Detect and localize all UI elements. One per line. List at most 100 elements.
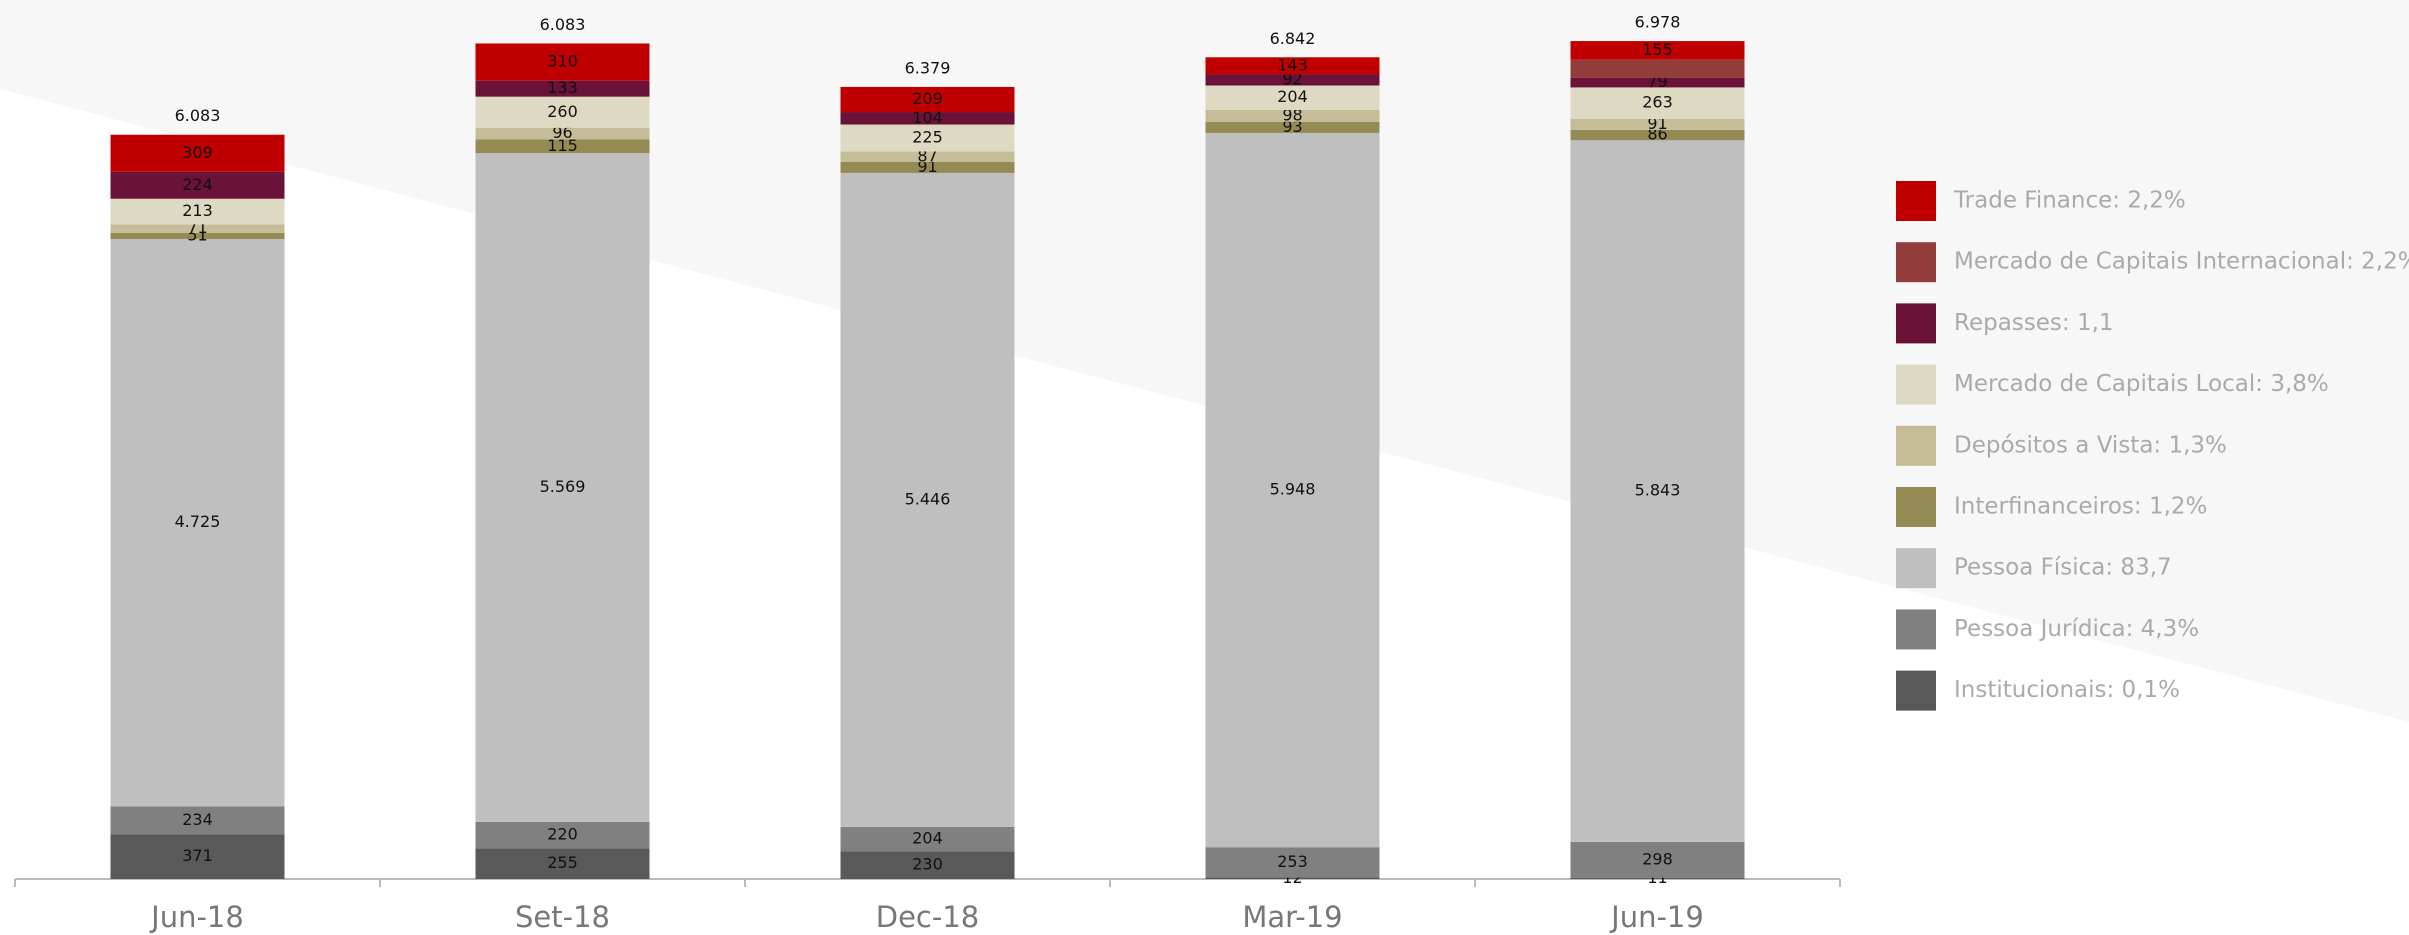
data-label: 155 [1642, 40, 1673, 59]
data-label: 225 [912, 128, 943, 147]
bar-segment [1570, 119, 1745, 130]
bar-segment [1570, 129, 1745, 141]
bar-segment [475, 153, 650, 822]
bar-segment [475, 821, 650, 849]
legend-label: Pessoa Física: 83,7 [1954, 555, 2172, 581]
bar-segment [840, 826, 1015, 852]
legend-label: Mercado de Capitais Local: 3,8% [1954, 371, 2329, 397]
bar-segment [475, 80, 650, 97]
data-label: 5.446 [905, 489, 951, 508]
bar-segment [840, 161, 1015, 173]
data-label: 263 [1642, 93, 1673, 112]
bar-segment [475, 848, 650, 879]
bar-segment [475, 96, 650, 128]
data-label: 224 [182, 175, 213, 194]
x-tick-label: Set-18 [515, 900, 610, 934]
data-label: 371 [182, 846, 213, 865]
data-label: 298 [1642, 849, 1673, 868]
bar-segment [475, 43, 650, 81]
data-label: 133 [547, 78, 578, 97]
total-label: 6.978 [1635, 13, 1681, 32]
data-label: 4.725 [175, 512, 221, 531]
data-label: 96 [552, 123, 572, 142]
bar-segment [110, 232, 285, 239]
bar-segment [1205, 74, 1380, 86]
bar-segment [110, 806, 285, 835]
bar-segment [110, 834, 285, 879]
bar-segment [110, 198, 285, 225]
data-label: 104 [912, 108, 943, 127]
legend-swatch [1896, 242, 1936, 283]
bar-segment [840, 86, 1015, 113]
data-label: 115 [547, 136, 578, 155]
legend-label: Interfinanceiros: 1,2% [1954, 494, 2207, 520]
bar-segment [110, 171, 285, 199]
bar-segment [1570, 841, 1745, 878]
legend-label: Depósitos a Vista: 1,3% [1954, 432, 2227, 458]
data-label: 230 [912, 855, 943, 874]
data-label: 309 [182, 143, 213, 162]
data-label: 253 [1277, 852, 1308, 871]
bar-segment [475, 139, 650, 154]
bar-segment [110, 224, 285, 233]
bar-segment [1570, 41, 1745, 60]
bar-segment [840, 851, 1015, 879]
bar-segment [110, 238, 285, 807]
x-tick-label: Mar-19 [1242, 900, 1342, 934]
bar-segment [1205, 877, 1380, 879]
bar-segment [1570, 59, 1745, 78]
legend-swatch [1896, 425, 1936, 466]
data-label: 310 [547, 52, 578, 71]
bar-segment [1205, 121, 1380, 133]
legend-label: Mercado de Capitais Internacional: 2,2% [1954, 249, 2409, 275]
bar-segment [1570, 87, 1745, 120]
legend-swatch [1896, 548, 1936, 589]
legend-swatch [1896, 181, 1936, 221]
bar-segment [110, 134, 285, 172]
bar-segment [1570, 77, 1745, 88]
total-label: 6.083 [175, 106, 221, 125]
x-tick-label: Jun-18 [149, 900, 244, 934]
data-label: 204 [1277, 87, 1308, 106]
legend-swatch [1896, 364, 1936, 405]
bar-segment [840, 124, 1015, 152]
bar-segment [1205, 109, 1380, 122]
x-tick-label: Jun-19 [1609, 900, 1704, 934]
total-label: 6.379 [905, 58, 951, 77]
background-shape [0, 0, 2409, 722]
bar-segment [1570, 140, 1745, 842]
data-label: 5.569 [540, 477, 586, 496]
total-label: 6.842 [1270, 29, 1316, 48]
total-label: 6.083 [540, 15, 586, 34]
bar-segment [1570, 877, 1745, 879]
legend-swatch [1896, 609, 1936, 650]
x-tick-label: Dec-18 [876, 900, 979, 934]
data-label: 5.843 [1635, 481, 1681, 500]
data-label: 220 [547, 825, 578, 844]
data-label: 204 [912, 829, 943, 848]
bar-segment [840, 172, 1015, 827]
bar-segment [1205, 85, 1380, 110]
bar-segment [840, 151, 1015, 162]
bar-segment [840, 112, 1015, 125]
legend-swatch [1896, 487, 1936, 527]
data-label: 143 [1277, 55, 1308, 74]
data-label: 213 [182, 201, 213, 220]
legend-label: Repasses: 1,1 [1954, 310, 2114, 336]
legend-label: Trade Finance: 2,2% [1953, 188, 2186, 214]
bar-segment [1205, 132, 1380, 848]
legend-swatch [1896, 303, 1936, 344]
bar-segment [1205, 847, 1380, 878]
data-label: 260 [547, 102, 578, 121]
data-label: 98 [1282, 105, 1302, 124]
data-label: 5.948 [1270, 480, 1316, 499]
bar-segment [475, 127, 650, 140]
bar-segment [1205, 57, 1380, 75]
data-label: 209 [912, 89, 943, 108]
data-label: 255 [547, 853, 578, 872]
legend-label: Pessoa Jurídica: 4,3% [1954, 616, 2199, 642]
legend-swatch [1896, 670, 1936, 711]
data-label: 234 [182, 810, 213, 829]
legend-label: Institucionais: 0,1% [1954, 677, 2180, 703]
